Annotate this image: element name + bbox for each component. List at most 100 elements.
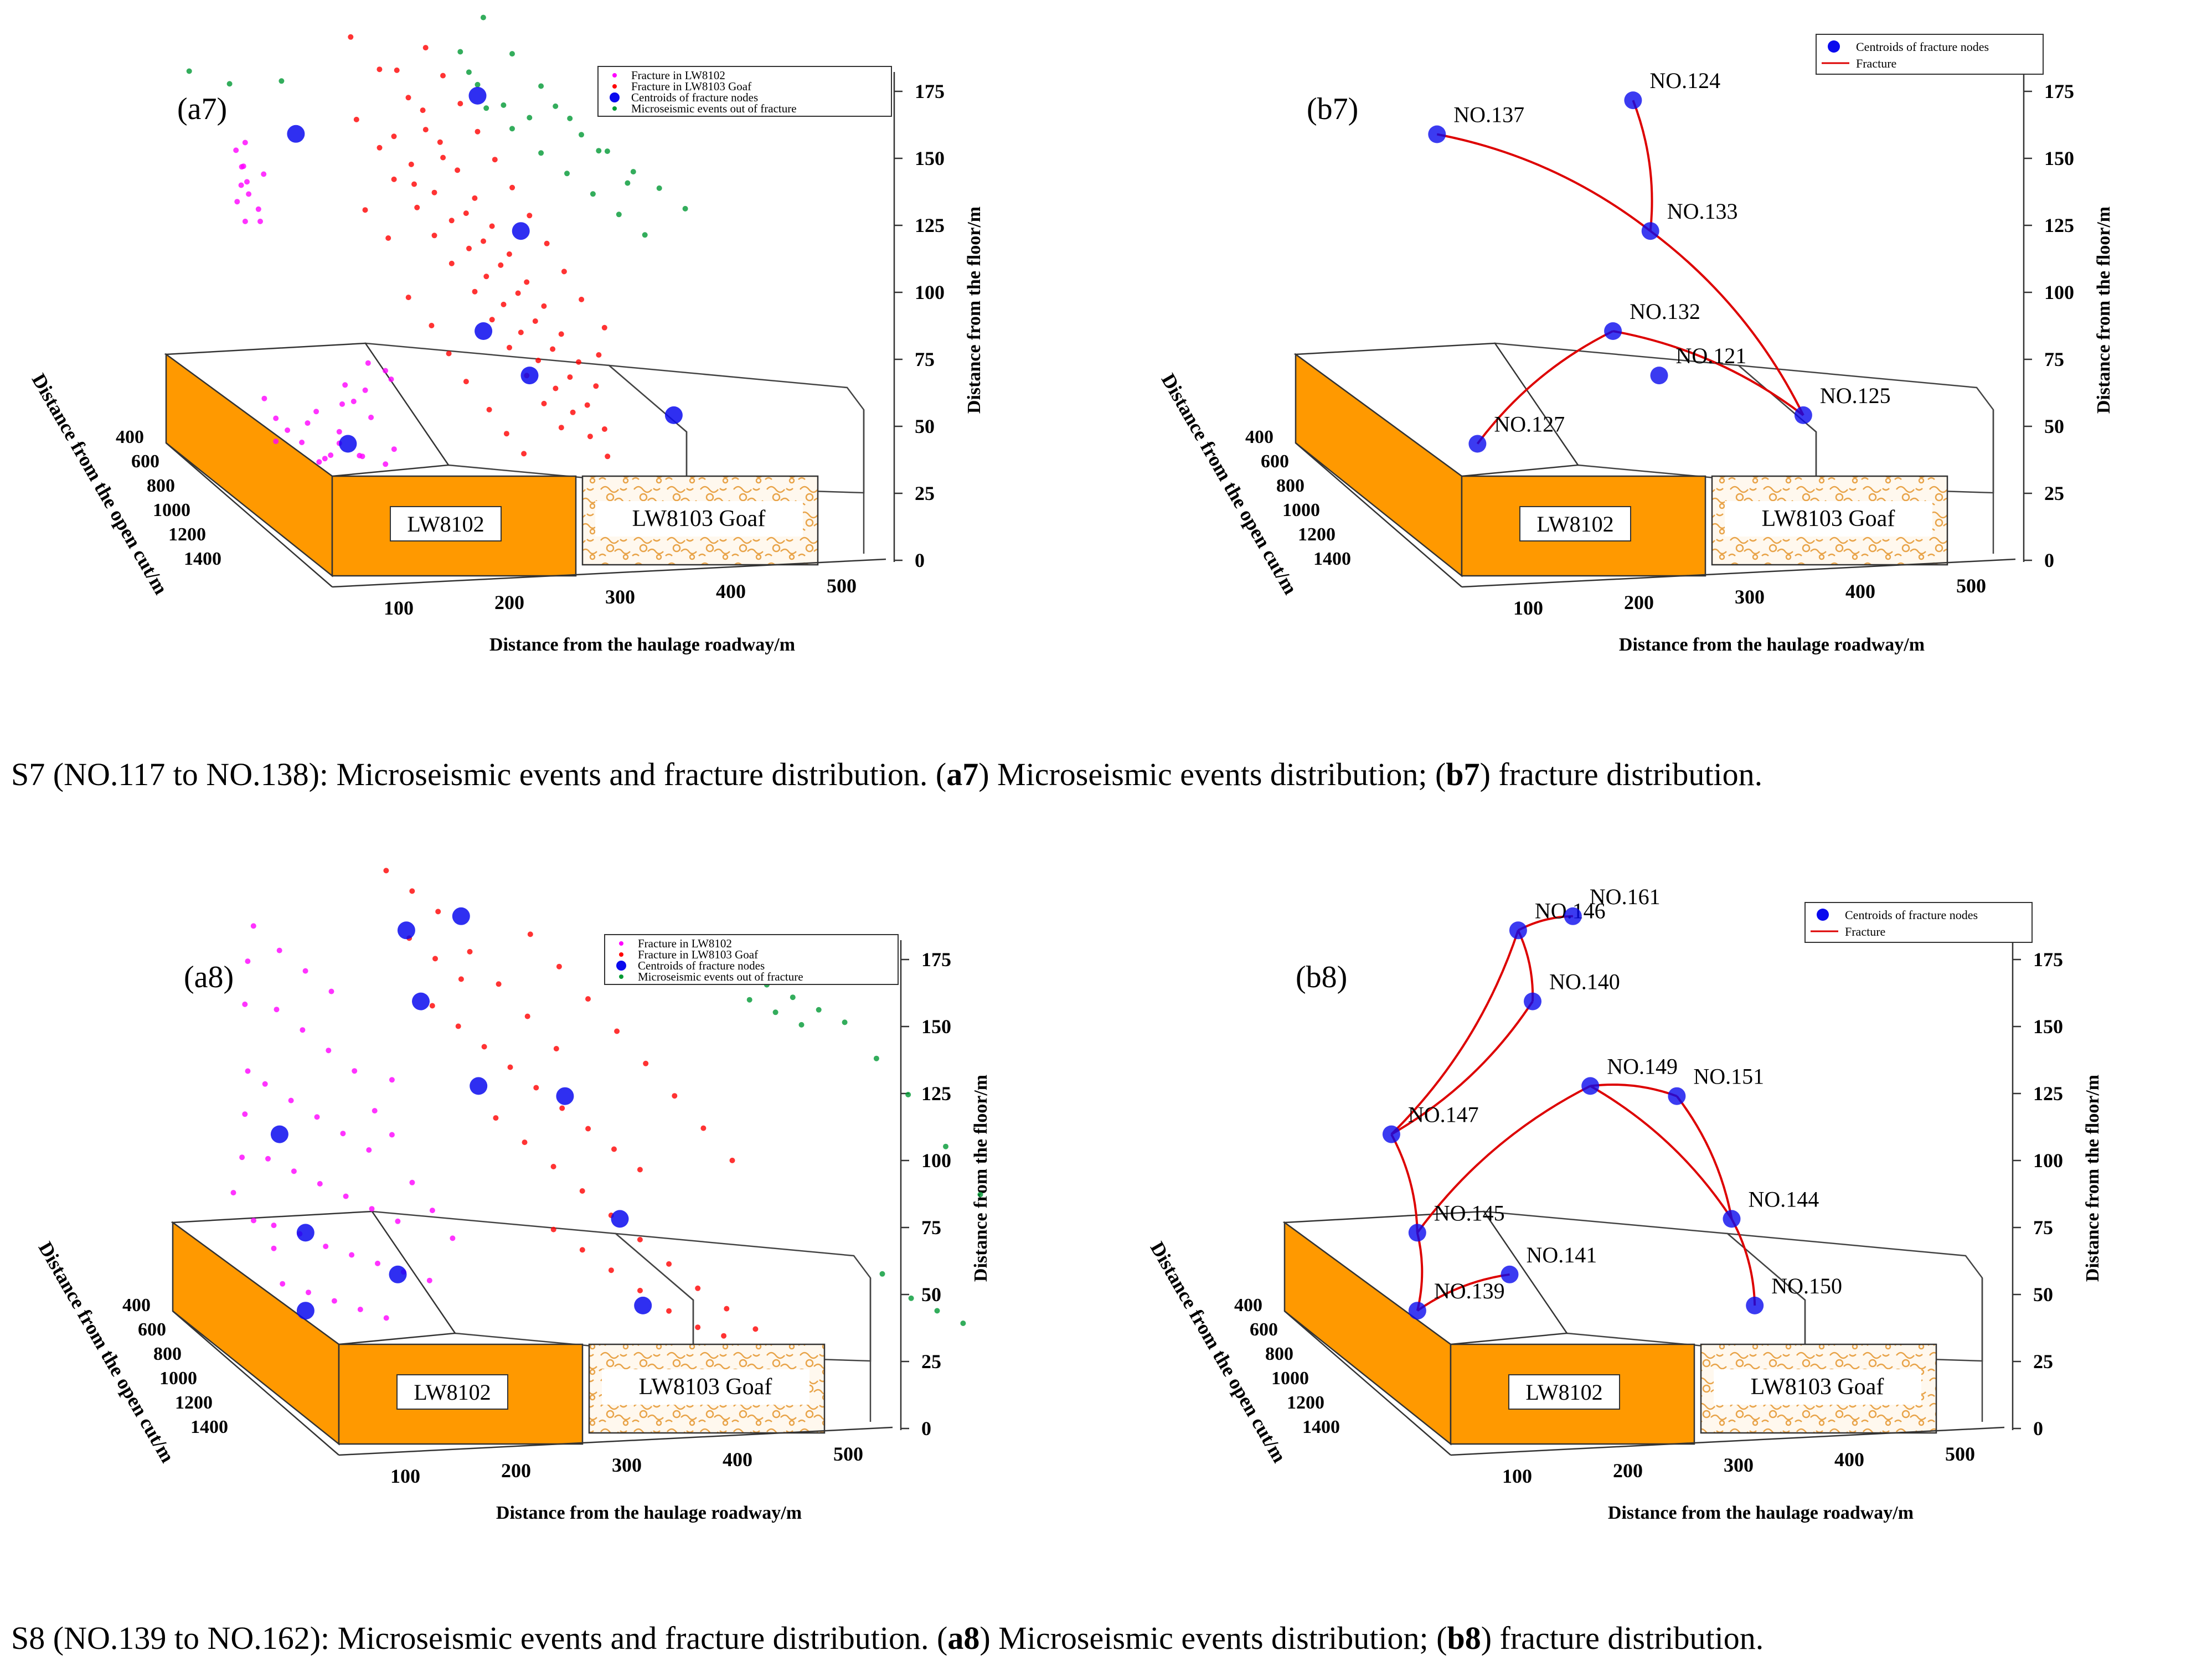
- event-point: [383, 868, 389, 874]
- legend-entry: Fracture in LW8102: [638, 937, 732, 950]
- goaf-label-box: [1725, 501, 1932, 537]
- event-point: [405, 295, 411, 301]
- caption-s7-lead: S7 (NO.117 to NO.138): Microseismic even…: [11, 756, 947, 792]
- legend-marker: [612, 84, 617, 89]
- event-point: [186, 68, 192, 74]
- fracture-edge: [1390, 1000, 1534, 1136]
- event-point: [567, 115, 573, 121]
- event-point: [455, 1023, 461, 1029]
- legend-entry: Fracture: [1856, 56, 1896, 70]
- z-tick-label: 50: [2033, 1283, 2053, 1306]
- event-point: [336, 429, 342, 435]
- event-point: [501, 102, 507, 108]
- event-point: [544, 240, 550, 246]
- event-point: [389, 1132, 395, 1138]
- event-point: [614, 1028, 620, 1034]
- event-point: [509, 51, 515, 57]
- event-point: [440, 73, 446, 79]
- x-tick-label: 300: [1724, 1454, 1754, 1476]
- event-point: [798, 1022, 805, 1028]
- centroid-point: [389, 1265, 407, 1283]
- event-point: [317, 1181, 323, 1187]
- lw8102-label: LW8102: [1525, 1380, 1602, 1405]
- event-point: [873, 1055, 879, 1061]
- z-axis-title: Distance from the floor/m: [2082, 1075, 2103, 1282]
- event-point: [553, 385, 559, 391]
- lw8102-label: LW8102: [414, 1380, 491, 1405]
- event-point: [359, 453, 365, 460]
- z-tick-label: 150: [2033, 1015, 2063, 1038]
- x-tick-label: 300: [1735, 586, 1765, 608]
- event-point: [527, 213, 533, 219]
- centroid-point: [556, 1087, 574, 1105]
- event-point: [343, 1193, 349, 1199]
- event-point: [302, 968, 308, 974]
- goaf-label: LW8103 Goaf: [1762, 506, 1895, 532]
- fracture-node-label: NO.161: [1590, 884, 1661, 909]
- event-point: [306, 1290, 311, 1296]
- event-point: [242, 1111, 248, 1117]
- fracture-node: [1509, 921, 1527, 940]
- x-tick-label: 300: [612, 1454, 642, 1476]
- event-point: [535, 358, 542, 363]
- event-point: [561, 269, 567, 275]
- event-point: [467, 948, 473, 955]
- event-point: [593, 383, 599, 389]
- centroid-point: [664, 406, 683, 424]
- fracture-edge: [1675, 1095, 1733, 1219]
- event-point: [429, 323, 435, 328]
- centroid-point: [412, 992, 430, 1010]
- panel-tag: (a7): [177, 92, 227, 126]
- event-point: [538, 83, 544, 89]
- event-point: [579, 296, 585, 302]
- event-point: [682, 205, 688, 212]
- event-point: [587, 434, 593, 440]
- event-point: [590, 191, 596, 197]
- centroid-point: [634, 1296, 652, 1314]
- event-point: [666, 1261, 672, 1267]
- fracture-edge: [1649, 230, 1804, 416]
- fracture-node-label: NO.139: [1434, 1278, 1505, 1303]
- fracture-edge: [1730, 1218, 1756, 1306]
- event-point: [242, 140, 248, 146]
- fracture-node: [1746, 1296, 1764, 1314]
- event-point: [300, 1027, 306, 1033]
- event-point: [457, 101, 463, 107]
- event-point: [246, 191, 252, 197]
- y-tick-label: 400: [122, 1295, 151, 1316]
- legend-entry: Microseismic events out of fracture: [638, 970, 803, 983]
- event-point: [596, 352, 602, 358]
- z-tick-label: 50: [2044, 415, 2064, 437]
- event-point: [369, 1206, 375, 1212]
- event-point: [389, 1077, 395, 1083]
- event-point: [466, 245, 472, 251]
- x-tick-label: 500: [1956, 575, 1986, 597]
- event-point: [339, 401, 345, 407]
- legend-entry: Fracture: [1845, 925, 1885, 938]
- z-tick-label: 150: [915, 147, 945, 169]
- event-point: [558, 331, 564, 337]
- event-point: [579, 132, 584, 138]
- fracture-node: [1581, 1077, 1600, 1095]
- z-tick-label: 125: [2033, 1082, 2063, 1105]
- event-point: [353, 116, 359, 122]
- event-point: [322, 456, 328, 462]
- event-point: [601, 324, 607, 331]
- event-point: [366, 1147, 372, 1153]
- event-point: [472, 288, 478, 295]
- event-point: [463, 379, 469, 385]
- event-point: [601, 426, 607, 432]
- z-tick-label: 75: [915, 348, 935, 370]
- event-point: [242, 218, 248, 224]
- y-tick-label: 600: [131, 451, 159, 472]
- panel-tag: (a8): [184, 960, 234, 994]
- event-point: [527, 115, 533, 121]
- y-axis-line: [166, 442, 333, 587]
- event-point: [432, 956, 438, 962]
- event-point: [564, 171, 570, 177]
- event-point: [729, 1157, 735, 1163]
- event-point: [842, 1019, 848, 1025]
- fracture-node: [1501, 1265, 1519, 1283]
- fracture-node-label: NO.151: [1693, 1064, 1764, 1089]
